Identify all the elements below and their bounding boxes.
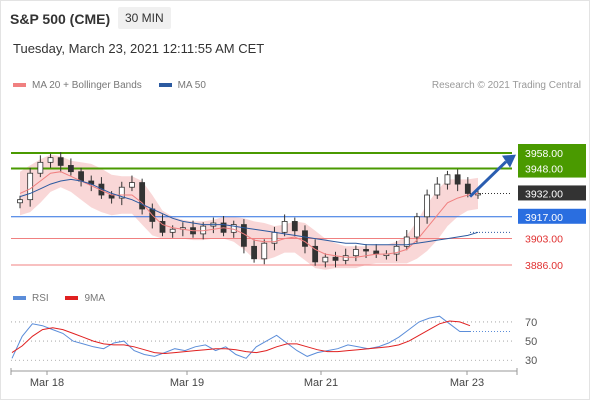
candle-up [169,228,176,233]
main-legend: MA 20 + Bollinger Bands MA 50 [13,80,220,91]
projection-arrow-head [502,154,516,168]
copyright-text: Research © 2021 Trading Central [431,80,581,91]
candle-down [291,221,298,232]
candle-down [67,165,74,173]
legend-swatch-9ma [65,296,79,301]
candle-up [17,199,23,204]
candle-down [454,174,461,185]
candle-down [139,182,146,210]
candle-up [434,183,441,196]
candle-up [281,221,288,233]
candle-up [322,256,329,263]
candle-up [129,182,135,188]
support-label-3: 3886.00 [525,260,563,272]
pivot-label: 3932.00 [525,188,563,200]
legend-item-ma50: MA 50 [158,80,206,91]
candle-down [302,230,308,247]
candle-up [118,186,125,199]
candle-up [200,225,207,235]
legend-label-ma20: MA 20 + Bollinger Bands [32,80,142,91]
rsi-ma9-line [11,320,471,355]
candle-up [342,255,349,261]
rsi-tick-label: 50 [525,336,537,348]
candle-down [57,157,64,166]
support-label-2: 3903.00 [525,234,563,246]
pivot-label-bg [518,185,586,201]
legend-swatch-ma50 [158,83,172,88]
candle-up [37,161,44,174]
candle-down [363,249,369,252]
x-tick-label: Mar 21 [304,377,338,389]
legend-swatch-rsi [13,296,26,301]
candle-up [27,172,34,201]
interval-selector[interactable]: 30 MIN [118,7,171,29]
ma20-line [19,171,479,258]
resistance-label-2: 3948.00 [525,164,563,176]
candle-up [393,245,400,255]
legend-label-9ma: 9MA [84,293,106,304]
support-label-1: 3917.00 [525,212,563,224]
x-tick-label: Mar 19 [170,377,204,389]
legend-swatch-ma20 [13,83,26,88]
candle-down [312,245,319,263]
candle-down [159,221,166,233]
bollinger-band [20,154,478,270]
symbol-title: S&P 500 (CME) [10,11,111,27]
resistance-label-1: 3958.00 [525,148,563,160]
candle-up [47,157,54,163]
rsi-legend: RSI 9MA [13,293,119,304]
rsi-tick-label: 70 [525,317,537,329]
candle-up [403,236,410,247]
projection-arrow-shaft [468,160,508,198]
rsi-tick-label: 30 [525,355,537,367]
x-tick-label: Mar 18 [30,377,64,389]
candle-up [414,216,420,238]
candle-down [332,256,339,261]
legend-label-ma50: MA 50 [177,80,206,91]
candle-down [464,183,471,194]
x-tick-label: Mar 23 [450,377,484,389]
chart-header: S&P 500 (CME) 30 MIN [0,6,590,32]
rsi-line [11,315,470,359]
legend-item-ma20: MA 20 + Bollinger Bands [13,80,142,91]
resistance-label-box [518,144,586,178]
candle-up [444,174,451,185]
legend-label-rsi: RSI [32,293,49,304]
timestamp: Tuesday, March 23, 2021 12:11:55 AM CET [13,41,265,56]
legend-item-rsi: RSI [13,293,49,304]
candle-up [352,249,359,257]
candle-up [261,242,268,260]
legend-item-9ma: 9MA [65,293,105,304]
candle-down [251,245,257,260]
candle-up [424,194,431,218]
candle-down [78,171,84,182]
support-label-1-bg [518,208,586,224]
ma50-line [19,178,479,246]
